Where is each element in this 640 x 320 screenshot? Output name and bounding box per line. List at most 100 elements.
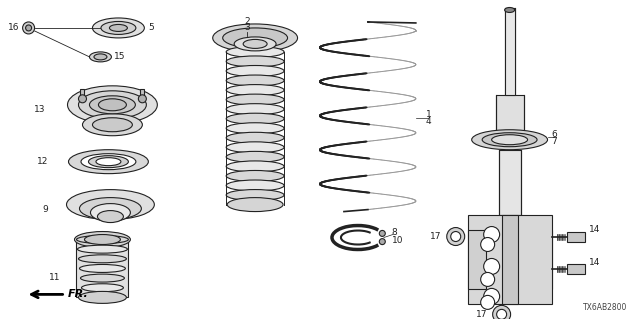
Ellipse shape	[94, 54, 107, 60]
Text: TX6AB2800: TX6AB2800	[583, 303, 627, 312]
Ellipse shape	[226, 94, 284, 105]
Ellipse shape	[226, 189, 284, 201]
Ellipse shape	[77, 236, 129, 244]
Ellipse shape	[77, 245, 127, 253]
Ellipse shape	[79, 255, 126, 263]
Ellipse shape	[227, 197, 283, 212]
Ellipse shape	[67, 86, 157, 124]
Ellipse shape	[226, 75, 284, 86]
Ellipse shape	[243, 39, 267, 48]
Circle shape	[484, 288, 500, 304]
Ellipse shape	[90, 52, 111, 62]
Text: 10: 10	[392, 236, 403, 245]
Ellipse shape	[79, 91, 147, 119]
Ellipse shape	[226, 171, 284, 181]
Ellipse shape	[226, 151, 284, 162]
Text: 2: 2	[244, 18, 250, 27]
Ellipse shape	[90, 96, 136, 114]
Ellipse shape	[92, 118, 132, 132]
Circle shape	[447, 228, 465, 245]
Ellipse shape	[226, 104, 284, 115]
Ellipse shape	[226, 161, 284, 172]
Ellipse shape	[68, 150, 148, 174]
Circle shape	[481, 237, 495, 252]
Circle shape	[493, 305, 511, 320]
Text: 14: 14	[589, 225, 601, 234]
Bar	[568, 232, 586, 242]
Text: 9: 9	[43, 205, 49, 214]
Circle shape	[380, 230, 385, 236]
Ellipse shape	[84, 235, 120, 244]
Text: 12: 12	[37, 157, 49, 166]
Circle shape	[484, 259, 500, 275]
Circle shape	[79, 95, 86, 103]
Text: 17: 17	[430, 232, 442, 241]
Circle shape	[26, 25, 31, 31]
Ellipse shape	[88, 156, 129, 168]
Ellipse shape	[81, 274, 124, 282]
Text: 5: 5	[148, 23, 154, 32]
Bar	[468, 215, 552, 304]
Circle shape	[451, 232, 461, 242]
Ellipse shape	[99, 99, 126, 111]
Ellipse shape	[90, 204, 131, 221]
Ellipse shape	[92, 18, 145, 38]
Bar	[499, 150, 520, 215]
Ellipse shape	[226, 113, 284, 124]
Ellipse shape	[226, 56, 284, 67]
Ellipse shape	[101, 21, 136, 35]
Ellipse shape	[83, 293, 122, 301]
Ellipse shape	[83, 114, 142, 136]
Text: 8: 8	[392, 228, 397, 237]
Ellipse shape	[226, 142, 284, 153]
Ellipse shape	[472, 130, 548, 150]
Circle shape	[22, 22, 35, 34]
Ellipse shape	[67, 190, 154, 220]
Ellipse shape	[226, 132, 284, 143]
Ellipse shape	[109, 24, 127, 31]
Ellipse shape	[96, 158, 121, 166]
Text: FR.: FR.	[67, 289, 88, 300]
Circle shape	[497, 309, 507, 319]
Circle shape	[481, 295, 495, 309]
Ellipse shape	[81, 154, 136, 170]
Ellipse shape	[226, 123, 284, 134]
Circle shape	[380, 239, 385, 244]
Bar	[81, 89, 84, 99]
Text: 13: 13	[34, 105, 45, 114]
Ellipse shape	[492, 135, 527, 145]
Text: 6: 6	[552, 130, 557, 139]
Text: 17: 17	[476, 310, 488, 319]
Ellipse shape	[234, 37, 276, 51]
Bar	[468, 229, 486, 289]
Ellipse shape	[226, 84, 284, 96]
Ellipse shape	[226, 180, 284, 191]
Bar	[495, 95, 524, 140]
Ellipse shape	[74, 232, 131, 247]
Ellipse shape	[79, 292, 126, 303]
Text: 1: 1	[426, 110, 431, 119]
Circle shape	[138, 95, 147, 103]
Bar	[502, 215, 518, 304]
Text: 3: 3	[244, 23, 250, 32]
Text: 11: 11	[49, 273, 61, 282]
Ellipse shape	[226, 66, 284, 76]
Ellipse shape	[79, 197, 141, 220]
Bar	[77, 239, 129, 297]
Text: 7: 7	[552, 137, 557, 146]
Text: 16: 16	[8, 23, 20, 32]
Ellipse shape	[223, 28, 287, 48]
Text: 15: 15	[115, 52, 126, 61]
Ellipse shape	[212, 24, 298, 52]
Ellipse shape	[504, 7, 515, 12]
Ellipse shape	[226, 46, 284, 57]
Bar	[568, 264, 586, 275]
Circle shape	[484, 227, 500, 243]
Bar	[504, 8, 515, 95]
Ellipse shape	[79, 264, 125, 272]
Bar	[534, 229, 552, 289]
Text: 4: 4	[426, 117, 431, 126]
Ellipse shape	[81, 284, 124, 292]
Circle shape	[481, 272, 495, 286]
Text: 14: 14	[589, 258, 601, 267]
